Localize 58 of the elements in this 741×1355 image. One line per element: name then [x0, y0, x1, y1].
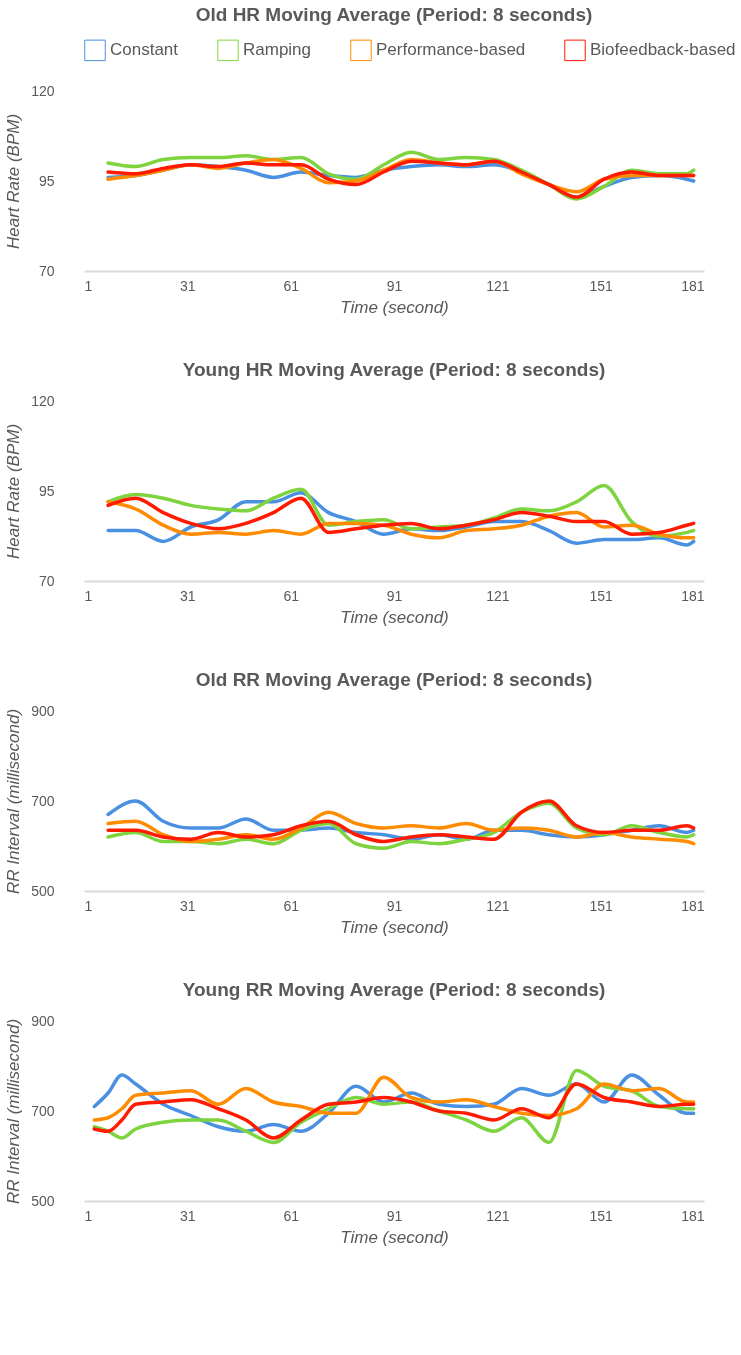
x-tick-label: 121 [486, 277, 510, 294]
x-axis-title: Time (second) [340, 607, 449, 627]
x-tick-label: 91 [386, 1207, 403, 1224]
x-tick-label: 121 [486, 897, 510, 914]
chart-title: Old HR Moving Average (Period: 8 seconds) [195, 4, 593, 25]
x-tick-label: 1 [84, 1207, 93, 1224]
x-tick-label: 31 [180, 277, 196, 294]
x-tick-label: 121 [486, 1207, 510, 1224]
x-tick-label: 181 [681, 587, 705, 604]
y-axis-title: RR Interval (millisecond) [4, 708, 24, 895]
x-tick-label: 31 [180, 1207, 196, 1224]
x-tick-label: 151 [589, 277, 614, 294]
y-tick-label: 700 [31, 1102, 55, 1119]
x-tick-label: 1 [84, 897, 93, 914]
legend-label: Constant [110, 40, 179, 60]
x-axis-title: Time (second) [340, 917, 449, 937]
y-axis-title: Heart Rate (BPM) [4, 113, 24, 250]
x-tick-label: 91 [386, 587, 403, 604]
x-tick-label: 31 [180, 587, 196, 604]
y-tick-label: 500 [31, 1192, 55, 1209]
x-tick-label: 1 [84, 277, 93, 294]
x-tick-label: 1 [84, 587, 93, 604]
x-tick-label: 91 [386, 897, 403, 914]
legend-label: Ramping [243, 40, 312, 60]
x-tick-label: 91 [386, 277, 403, 294]
y-axis-title: Heart Rate (BPM) [4, 423, 24, 560]
y-tick-label: 120 [31, 392, 55, 409]
y-tick-label: 900 [31, 702, 55, 719]
y-tick-label: 95 [38, 482, 55, 499]
y-tick-label: 900 [31, 1012, 55, 1029]
y-tick-label: 500 [31, 882, 55, 899]
y-tick-label: 95 [38, 172, 55, 189]
y-tick-label: 70 [38, 572, 55, 589]
x-tick-label: 61 [283, 277, 300, 294]
y-tick-label: 70 [38, 262, 55, 279]
x-tick-label: 181 [681, 1207, 705, 1224]
x-tick-label: 121 [486, 587, 510, 604]
x-tick-label: 61 [283, 587, 300, 604]
x-tick-label: 151 [589, 1207, 614, 1224]
y-tick-label: 120 [31, 82, 55, 99]
x-tick-label: 151 [589, 897, 614, 914]
line-series [92, 1082, 696, 1140]
legend-label: Biofeedback-based [590, 40, 736, 60]
chart-title: Young RR Moving Average (Period: 8 seconds) [182, 979, 606, 1000]
x-axis-title: Time (second) [340, 297, 449, 317]
legend-label: Performance-based [376, 40, 526, 60]
x-tick-label: 181 [681, 277, 705, 294]
x-tick-label: 31 [180, 897, 196, 914]
x-axis-title: Time (second) [340, 1227, 449, 1247]
chart-title: Old RR Moving Average (Period: 8 seconds) [195, 669, 593, 690]
x-tick-label: 151 [589, 587, 614, 604]
y-axis-title: RR Interval (millisecond) [4, 1018, 24, 1205]
x-tick-label: 61 [283, 1207, 300, 1224]
y-tick-label: 700 [31, 792, 55, 809]
x-tick-label: 181 [681, 897, 705, 914]
line-series [92, 1075, 696, 1122]
chart-title: Young HR Moving Average (Period: 8 seconds) [182, 359, 606, 380]
x-tick-label: 61 [283, 897, 300, 914]
